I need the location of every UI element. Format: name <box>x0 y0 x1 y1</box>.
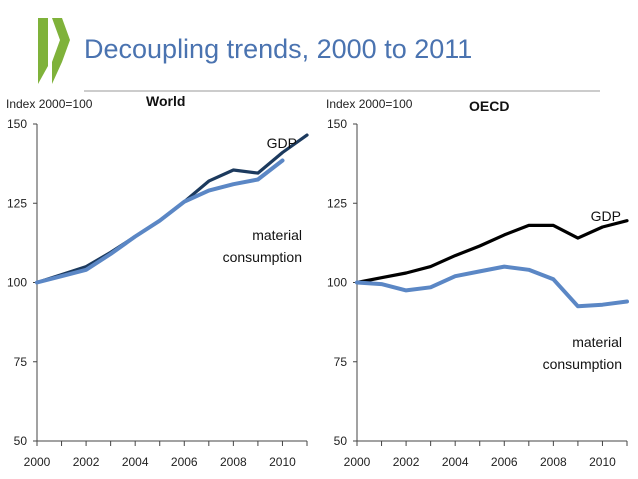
oecd-y-tick-label: 125 <box>327 196 347 210</box>
world-y-tick-label: 100 <box>7 276 27 290</box>
world-x-tick-label: 2004 <box>122 455 149 469</box>
oecd-material-annotation-line2: consumption <box>543 356 622 372</box>
world-unit-label: Index 2000=100 <box>6 97 93 111</box>
oecd-x-tick-label: 2004 <box>442 455 469 469</box>
oecd-unit-label: Index 2000=100 <box>326 97 413 111</box>
oecd-x-tick-label: 2002 <box>393 455 420 469</box>
logo-chevron-right <box>52 18 70 84</box>
oecd-chart-title: OECD <box>469 98 509 114</box>
world-panel: Index 2000=100 World 50 75 100 125 150 2000 20… <box>6 93 309 469</box>
oecd-y-tick-label: 50 <box>334 434 348 448</box>
world-x-tick-label: 2000 <box>24 455 51 469</box>
oecd-x-tick-label: 2010 <box>589 455 616 469</box>
oecd-gdp-line <box>355 219 629 285</box>
world-chart-title: World <box>146 93 185 109</box>
world-material-annotation-line1: material <box>252 227 302 243</box>
world-x-tick-label: 2002 <box>73 455 100 469</box>
world-x-tick-label: 2010 <box>269 455 296 469</box>
world-x-tick-label: 2006 <box>171 455 198 469</box>
world-gdp-annotation: GDP <box>267 135 297 151</box>
page-title: Decoupling trends, 2000 to 2011 <box>84 34 472 64</box>
logo-chevron-left <box>38 18 48 84</box>
oecd-x-tick-label: 2000 <box>344 455 371 469</box>
oecd-y-tick-label: 75 <box>334 355 348 369</box>
world-y-tick-label: 125 <box>7 196 27 210</box>
oecd-material-annotation-line1: material <box>572 334 622 350</box>
world-material-consumption-line <box>35 158 285 285</box>
oecd-x-tick-label: 2006 <box>491 455 518 469</box>
oecd-y-tick-label: 100 <box>327 276 347 290</box>
oecd-material-consumption-line <box>355 264 629 309</box>
world-y-tick-label: 75 <box>14 355 28 369</box>
oecd-gdp-annotation: GDP <box>591 208 621 224</box>
world-y-tick-label: 150 <box>7 117 27 131</box>
oecd-x-tick-label: 2008 <box>540 455 567 469</box>
world-material-annotation-line2: consumption <box>223 249 302 265</box>
oecd-y-tick-label: 150 <box>327 117 347 131</box>
world-x-tick-label: 2008 <box>220 455 247 469</box>
logo-icon <box>38 18 70 84</box>
world-y-tick-label: 50 <box>14 434 28 448</box>
oecd-panel: Index 2000=100 OECD 50 75 100 125 150 2000 200… <box>326 97 629 469</box>
